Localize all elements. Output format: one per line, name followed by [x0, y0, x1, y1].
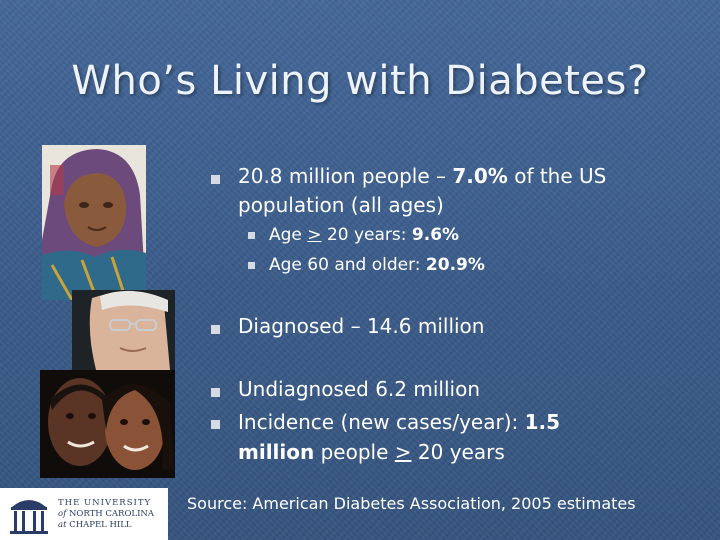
- photo-elderly-woman: [42, 145, 146, 300]
- bullet-marker: [211, 420, 220, 429]
- old-well-icon: [10, 500, 48, 534]
- source-citation: Source: American Diabetes Association, 2…: [187, 494, 636, 513]
- bullet-total-people-cont: population (all ages): [238, 193, 444, 217]
- sub-bullet-age-20: Age > 20 years: 9.6%: [269, 225, 460, 245]
- logo-line-2: of NORTH CAROLINA: [58, 509, 154, 519]
- bullet-marker: [211, 325, 220, 334]
- bullet-marker: [211, 388, 220, 397]
- sub-bullet-marker: [248, 262, 255, 269]
- photo-older-man: [72, 290, 175, 370]
- bullet-total-people: 20.8 million people – 7.0% of the US: [238, 164, 607, 188]
- sub-bullet-marker: [248, 232, 255, 239]
- bullet-marker: [211, 175, 220, 184]
- bullet-incidence-cont: million people > 20 years: [238, 440, 505, 464]
- bullet-incidence: Incidence (new cases/year): 1.5: [238, 410, 561, 434]
- photo-couple: [40, 370, 175, 478]
- bullet-diagnosed: Diagnosed – 14.6 million: [238, 314, 485, 338]
- logo-line-1: THE UNIVERSITY: [58, 498, 152, 508]
- logo-line-3: at CHAPEL HILL: [58, 520, 132, 530]
- unc-logo: THE UNIVERSITY of NORTH CAROLINA at CHAP…: [0, 488, 168, 540]
- bullet-undiagnosed: Undiagnosed 6.2 million: [238, 377, 480, 401]
- sub-bullet-age-60: Age 60 and older: 20.9%: [269, 255, 485, 275]
- slide-title: Who’s Living with Diabetes?: [71, 58, 649, 104]
